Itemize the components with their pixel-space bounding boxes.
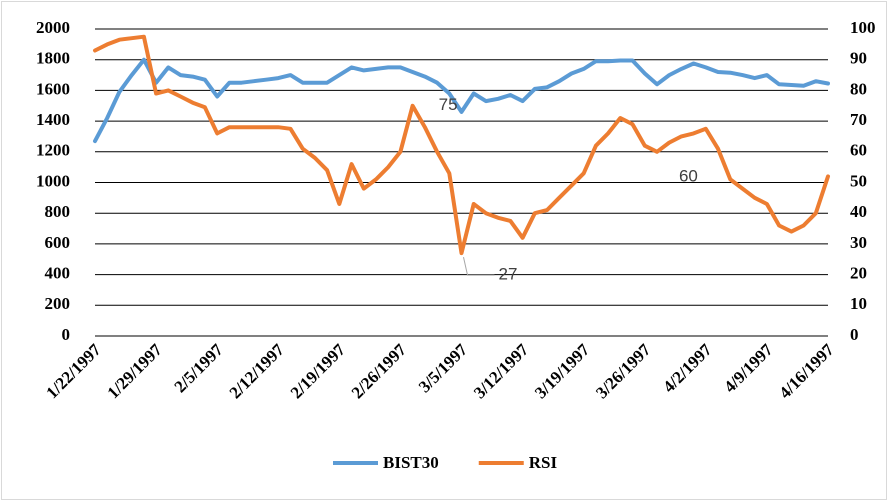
y2-tick-label: 50 — [850, 171, 867, 190]
data-label: 27 — [499, 265, 518, 284]
data-label: 60 — [679, 166, 698, 185]
y-tick-label: 1000 — [36, 171, 70, 190]
y2-tick-label: 100 — [850, 18, 876, 37]
legend-label: BIST30 — [383, 453, 439, 472]
y2-tick-label: 20 — [850, 264, 867, 283]
y2-tick-label: 60 — [850, 141, 867, 160]
y-tick-label: 1200 — [36, 141, 70, 160]
y2-tick-label: 90 — [850, 49, 867, 68]
y-tick-label: 1800 — [36, 49, 70, 68]
leader-line — [463, 257, 495, 276]
y2-tick-label: 10 — [850, 294, 867, 313]
y-tick-label: 200 — [45, 294, 71, 313]
y-tick-label: 800 — [45, 202, 71, 221]
y-tick-label: 1400 — [36, 110, 70, 129]
y-tick-label: 600 — [45, 233, 71, 252]
y2-tick-label: 70 — [850, 110, 867, 129]
y2-tick-label: 80 — [850, 79, 867, 98]
series-line — [93, 34, 830, 256]
series-line — [93, 57, 830, 144]
y-tick-label: 1600 — [36, 79, 70, 98]
data-label: 75 — [439, 95, 458, 114]
y2-tick-label: 0 — [850, 325, 859, 344]
y-tick-label: 400 — [45, 264, 71, 283]
y2-tick-label: 30 — [850, 233, 867, 252]
legend-label: RSI — [529, 453, 558, 472]
y2-tick-label: 40 — [850, 202, 867, 221]
y-tick-label: 2000 — [36, 18, 70, 37]
y-tick-label: 0 — [62, 325, 71, 344]
